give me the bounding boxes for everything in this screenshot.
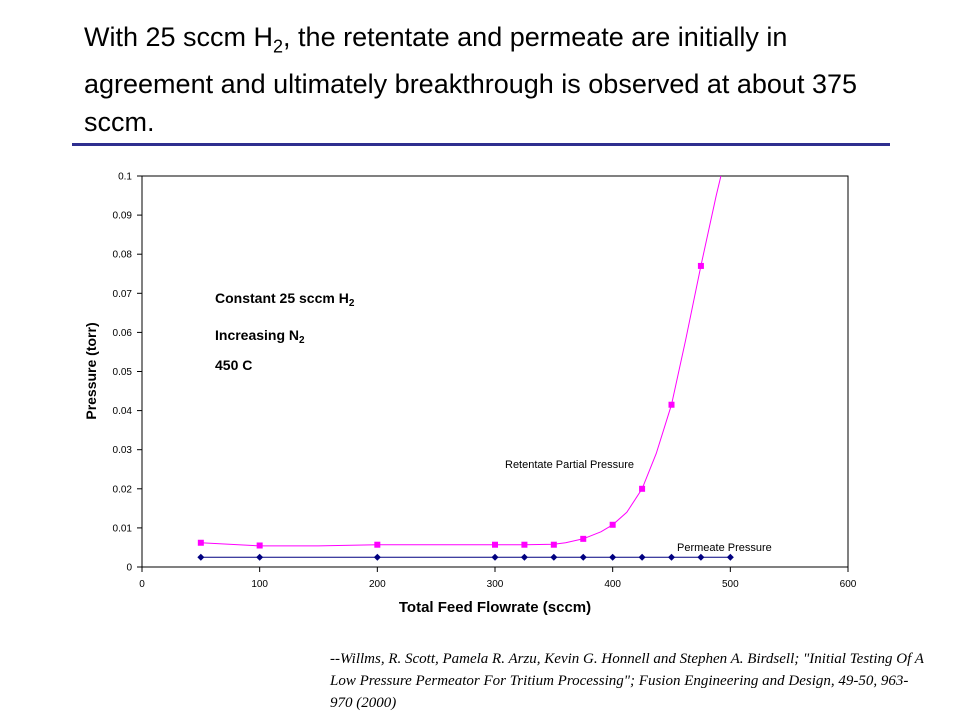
y-tick-label: 0.1 (118, 172, 132, 183)
permeate-point (579, 553, 587, 561)
permeate-point (520, 553, 528, 561)
y-tick-label: 0 (126, 563, 132, 574)
y-tick-label: 0.03 (113, 445, 133, 456)
series-label-permeate: Permeate Pressure (677, 542, 772, 554)
permeate-point (726, 553, 734, 561)
annotation-n2: Increasing N2 (215, 327, 305, 346)
series-layer (197, 175, 734, 561)
x-tick-label: 300 (487, 579, 504, 590)
permeate-point (697, 553, 705, 561)
permeate-point (609, 553, 617, 561)
permeate-point (256, 553, 264, 561)
retentate-point (697, 262, 704, 269)
retentate-point (256, 542, 263, 549)
annotation-temperature: 450 C (215, 357, 253, 373)
y-tick-label: 0.05 (113, 367, 133, 378)
y-tick-label: 0.09 (113, 211, 133, 222)
permeate-point (638, 553, 646, 561)
retentate-point (580, 535, 587, 542)
x-axis: 0 100 200 300 400 500 600 (139, 567, 857, 590)
x-tick-label: 0 (139, 579, 145, 590)
y-axis: 0 0.01 0.02 0.03 0.04 0.05 0.06 0.07 0.08 0.09 0.1 (113, 172, 142, 574)
retentate-point (374, 541, 381, 548)
y-tick-label: 0.07 (113, 289, 133, 300)
x-tick-label: 600 (840, 579, 857, 590)
x-tick-label: 400 (604, 579, 621, 590)
retentate-point (521, 541, 528, 548)
slide-title: With 25 sccm H2, the retentate and perme… (84, 22, 857, 138)
y-tick-label: 0.08 (113, 250, 133, 261)
annotation-h2: Constant 25 sccm H2 (215, 290, 355, 309)
y-axis-label: Pressure (torr) (83, 322, 99, 419)
permeate-point (550, 553, 558, 561)
x-tick-label: 200 (369, 579, 386, 590)
x-axis-label: Total Feed Flowrate (sccm) (399, 599, 591, 616)
title-divider (72, 143, 890, 146)
permeate-point (197, 553, 205, 561)
y-tick-label: 0.02 (113, 484, 133, 495)
citation: --Willms, R. Scott, Pamela R. Arzu, Kevi… (330, 651, 924, 711)
series-label-retentate: Retentate Partial Pressure (505, 459, 634, 471)
title-subscript: 2 (273, 36, 284, 57)
retentate-point (609, 521, 616, 528)
retentate-point (550, 541, 557, 548)
y-tick-label: 0.06 (113, 328, 133, 339)
retentate-point (668, 401, 675, 408)
retentate-point (492, 541, 498, 548)
permeate-point (668, 553, 675, 561)
permeate-point (491, 553, 499, 561)
retentate-point (197, 539, 204, 546)
y-tick-label: 0.04 (113, 406, 133, 417)
permeate-point (373, 553, 381, 561)
retentate-point (639, 485, 646, 492)
y-tick-label: 0.01 (113, 523, 133, 534)
retentate-line (200, 175, 722, 547)
x-tick-label: 100 (251, 579, 268, 590)
x-tick-label: 500 (722, 579, 739, 590)
